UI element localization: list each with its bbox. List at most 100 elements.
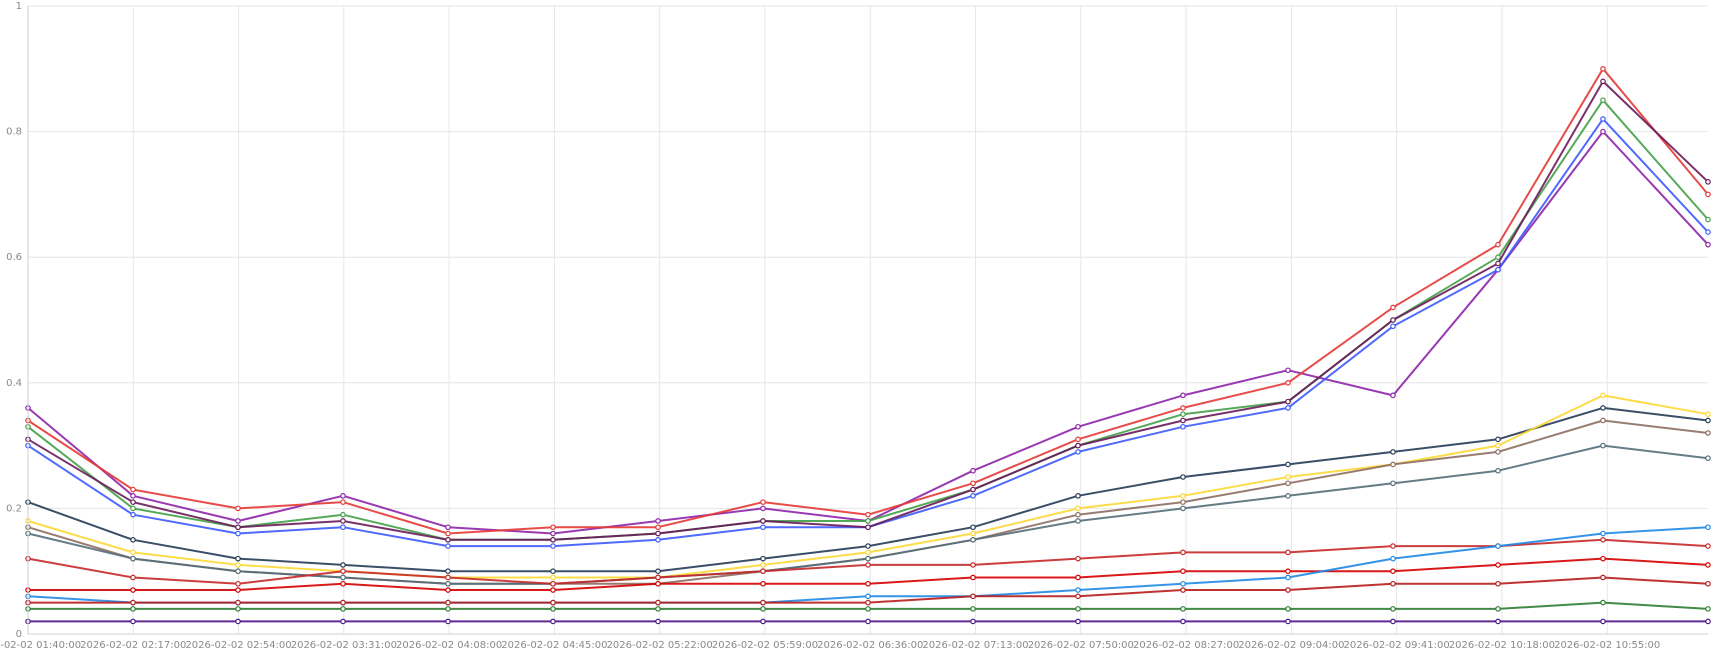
x-tick-label: 2026-02-02 04:08:00 — [396, 640, 502, 651]
data-point — [1390, 449, 1396, 455]
data-point — [865, 562, 871, 568]
data-point — [1075, 505, 1081, 512]
x-tick-label: 2026-02-02 01:40:00 — [0, 640, 81, 651]
data-point — [1075, 606, 1081, 612]
y-tick-label: 0 — [16, 629, 22, 640]
x-tick-label: 2026-02-02 09:04:00 — [1238, 640, 1344, 651]
data-point — [1495, 618, 1501, 625]
data-point — [235, 568, 241, 575]
data-point — [130, 606, 136, 612]
x-tick-label: 2026-02-02 04:45:00 — [501, 640, 607, 651]
data-point — [1390, 392, 1396, 399]
data-point — [445, 574, 451, 581]
data-point — [550, 574, 556, 581]
data-point — [1075, 511, 1081, 518]
data-point — [1600, 128, 1606, 135]
data-point — [1705, 618, 1711, 625]
data-point — [235, 524, 241, 531]
data-point — [1075, 423, 1081, 430]
data-point — [445, 524, 451, 531]
data-point — [1600, 405, 1606, 411]
data-point — [970, 493, 976, 499]
data-point — [340, 599, 346, 606]
data-point — [235, 530, 241, 537]
data-point — [1600, 116, 1606, 122]
data-point — [1705, 417, 1711, 424]
data-point — [130, 511, 136, 518]
data-point — [1180, 587, 1186, 593]
x-tick-label: 2026-02-02 10:18:00 — [1449, 640, 1555, 651]
data-point — [340, 562, 346, 568]
data-point — [445, 587, 451, 593]
data-point — [550, 536, 556, 543]
data-point — [1705, 191, 1711, 198]
data-point — [235, 599, 241, 606]
data-point — [1600, 555, 1606, 562]
data-point — [1390, 580, 1396, 587]
data-point — [1705, 524, 1711, 531]
data-point — [1390, 543, 1396, 549]
data-point — [865, 511, 871, 518]
x-tick-label: 2026-02-02 07:13:00 — [922, 640, 1028, 651]
data-point — [1495, 606, 1501, 612]
data-point — [1705, 229, 1711, 235]
data-point — [1285, 606, 1291, 612]
data-point — [550, 580, 556, 587]
data-point — [1600, 78, 1606, 85]
data-point — [970, 486, 976, 493]
data-point — [1075, 442, 1081, 449]
data-point — [865, 518, 871, 524]
data-point — [1285, 574, 1291, 581]
data-point — [970, 480, 976, 487]
data-point — [340, 574, 346, 581]
data-point — [130, 493, 136, 499]
series-lines — [25, 66, 1711, 625]
x-tick-label: 2026-02-02 02:54:00 — [185, 640, 291, 651]
x-tick-label: 2026-02-02 05:22:00 — [607, 640, 713, 651]
data-point — [760, 580, 766, 587]
data-point — [760, 524, 766, 531]
data-point — [1285, 379, 1291, 386]
series-line — [27, 80, 1709, 541]
data-point — [130, 599, 136, 606]
data-point — [865, 618, 871, 625]
data-point — [1495, 241, 1501, 248]
data-point — [340, 499, 346, 505]
series-line — [27, 67, 1709, 535]
data-point — [1285, 587, 1291, 593]
data-point — [235, 618, 241, 625]
data-point — [1600, 536, 1606, 543]
data-point — [1495, 442, 1501, 449]
data-point — [655, 574, 661, 581]
data-point — [1390, 461, 1396, 468]
data-point — [1075, 436, 1081, 443]
data-point — [130, 555, 136, 562]
data-point — [130, 574, 136, 581]
data-point — [1600, 97, 1606, 104]
data-point — [1180, 417, 1186, 424]
data-point — [760, 555, 766, 562]
data-point — [1705, 543, 1711, 549]
data-point — [550, 543, 556, 549]
data-point — [550, 599, 556, 606]
data-point — [970, 574, 976, 581]
data-point — [1600, 66, 1606, 72]
data-point — [970, 618, 976, 625]
x-tick-label: 2026-02-02 08:27:00 — [1133, 640, 1239, 651]
y-tick-label: 0.8 — [6, 127, 22, 138]
data-point — [550, 618, 556, 625]
data-point — [1705, 216, 1711, 223]
y-tick-label: 1 — [16, 1, 22, 12]
data-point — [970, 536, 976, 543]
data-point — [445, 536, 451, 543]
data-point — [1600, 392, 1606, 399]
data-point — [1390, 618, 1396, 625]
data-point — [1075, 555, 1081, 562]
data-point — [445, 568, 451, 575]
data-point — [445, 530, 451, 537]
data-point — [235, 587, 241, 593]
data-point — [1390, 555, 1396, 562]
data-point — [760, 518, 766, 524]
data-point — [760, 505, 766, 512]
